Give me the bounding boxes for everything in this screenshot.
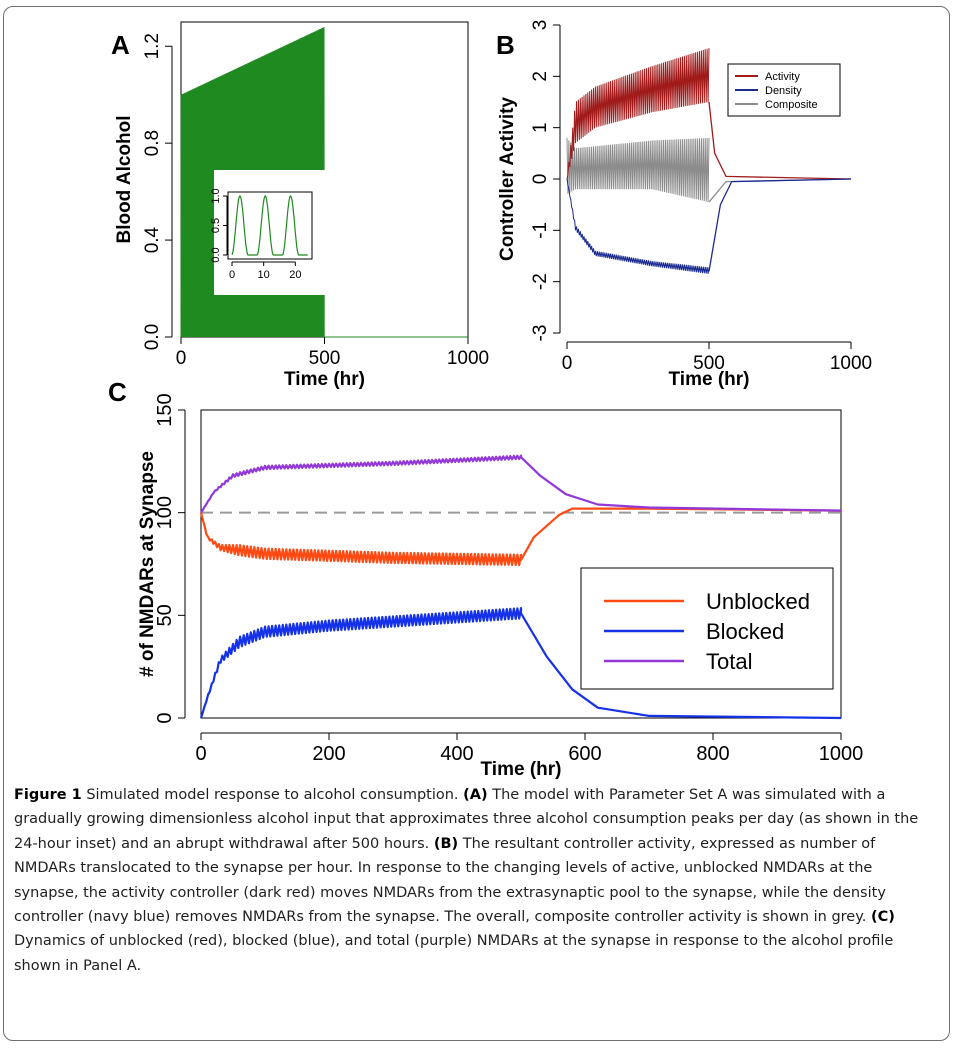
panel-c-series-unblocked-line bbox=[199, 507, 842, 567]
panel-c-series-total-line bbox=[200, 454, 842, 514]
panel-b-x-tick-label: 0 bbox=[562, 353, 573, 374]
panel-b-series-composite-withdrawal bbox=[708, 178, 852, 203]
panel-a-y-tick-label: 1.2 bbox=[142, 33, 163, 59]
panel-a-inset-x-tick-label: 0 bbox=[229, 269, 235, 281]
caption-figure-label: Figure 1 bbox=[14, 787, 82, 803]
caption-b-text: The resultant controller activity, expre… bbox=[14, 835, 886, 926]
panel-c-legend-label-blocked: Blocked bbox=[706, 619, 784, 644]
panel-b-series-density-oscillation bbox=[566, 178, 710, 274]
panel-b-series-composite-oscillation bbox=[566, 137, 710, 202]
panel-b-chart: 0 500 1000 -3 -2 -1 0 1 2 3 Time (hr) Controller Ac… bbox=[497, 20, 872, 390]
panel-b-series-activity-withdrawal bbox=[708, 101, 852, 180]
panel-a-x-tick-label: 0 bbox=[176, 348, 187, 369]
panel-c-x-tick-label: 600 bbox=[568, 743, 601, 765]
panel-c-y-tick-label: 50 bbox=[154, 604, 176, 626]
panel-b-x-tick-label: 1000 bbox=[830, 353, 872, 374]
panel-b-y-tick-label: 0 bbox=[530, 174, 551, 185]
panel-c-x-label: Time (hr) bbox=[481, 759, 562, 780]
panel-a-y-tick-label: 0.8 bbox=[142, 130, 163, 156]
panel-a-y-tick-label: 0.0 bbox=[142, 324, 163, 350]
panel-b-y-tick-label: 3 bbox=[530, 20, 551, 31]
panel-b-x-label: Time (hr) bbox=[669, 369, 750, 390]
figure-frame bbox=[3, 6, 950, 1041]
panel-b-legend-label-density: Density bbox=[765, 85, 802, 97]
panel-b-y-tick-label: -2 bbox=[530, 273, 551, 290]
panel-b-series-density-withdrawal bbox=[708, 178, 852, 272]
panel-c-y-label: # of NMDARs at Synapse bbox=[137, 451, 158, 677]
panel-a-letter: A bbox=[111, 30, 130, 60]
panel-a-inset-y-tick-label: 1.0 bbox=[210, 188, 222, 203]
panel-c-x-tick-label: 200 bbox=[312, 743, 345, 765]
panel-a-chart: 0 500 1000 0.0 0.4 0.8 1.2 Time (hr) Blood Alcoh… bbox=[114, 21, 489, 390]
panel-a-inset-y-tick-label: 0.0 bbox=[210, 247, 222, 262]
panel-b-y-tick-label: -1 bbox=[530, 222, 551, 239]
panel-a-inset-x-tick-label: 10 bbox=[258, 269, 270, 281]
panel-c-x-tick-label: 400 bbox=[440, 743, 473, 765]
panel-b-series-activity-oscillation bbox=[566, 48, 710, 180]
caption-b-tag: (B) bbox=[433, 835, 459, 852]
panel-c-letter: C bbox=[108, 377, 127, 407]
panel-c-x-tick-label: 0 bbox=[195, 743, 206, 765]
panel-a-y-label: Blood Alcohol bbox=[114, 115, 135, 243]
panel-a-y-tick-label: 0.4 bbox=[142, 226, 163, 253]
panel-b-x-tick-label: 500 bbox=[693, 353, 725, 374]
panel-c-y-tick-label: 100 bbox=[154, 496, 176, 529]
panel-b-y-tick-label: -3 bbox=[530, 325, 551, 342]
caption-c-text: Dynamics of unblocked (red), blocked (bl… bbox=[14, 933, 894, 974]
panel-a-inset-x-tick-label: 20 bbox=[289, 269, 301, 281]
caption-c-tag: (C) bbox=[870, 909, 895, 926]
panel-c-x-tick-label: 1000 bbox=[819, 743, 864, 765]
panel-b-letter: B bbox=[496, 30, 515, 60]
panel-c-y-tick-label: 0 bbox=[154, 712, 176, 723]
panel-c-legend-label-unblocked: Unblocked bbox=[706, 589, 810, 614]
panel-c-legend-label-total: Total bbox=[706, 649, 752, 674]
figure-caption: Figure 1 Simulated model response to alc… bbox=[14, 783, 939, 978]
panel-c-plot-frame bbox=[200, 409, 842, 719]
panel-b-legend-label-composite: Composite bbox=[765, 99, 818, 111]
caption-a-text: The model with Parameter Set A was simul… bbox=[14, 787, 919, 852]
caption-a-tag: (A) bbox=[463, 787, 488, 803]
panel-a-x-label: Time (hr) bbox=[284, 369, 365, 390]
panel-b-y-tick-label: 2 bbox=[530, 71, 551, 82]
panel-c-legend-box bbox=[580, 567, 834, 690]
panel-c-chart: 0 200 400 600 800 1000 0 50 100 150 Time (hr) # of … bbox=[137, 393, 864, 780]
caption-title: Simulated model response to alcohol cons… bbox=[86, 787, 459, 803]
panel-b-y-tick-label: 1 bbox=[530, 122, 551, 133]
panel-c-x-tick-label: 800 bbox=[696, 743, 729, 765]
panel-c-series-blocked-line bbox=[199, 607, 842, 720]
panel-a-x-tick-label: 1000 bbox=[447, 348, 489, 369]
panel-a-x-tick-label: 500 bbox=[309, 348, 341, 369]
panel-a-inset-series-line bbox=[231, 195, 308, 256]
panel-b-y-label: Controller Activity bbox=[497, 97, 518, 261]
panel-a-inset-y-tick-label: 0.5 bbox=[210, 218, 222, 233]
panel-b-legend-label-activity: Activity bbox=[765, 71, 800, 83]
panel-c-y-tick-label: 150 bbox=[154, 393, 176, 426]
